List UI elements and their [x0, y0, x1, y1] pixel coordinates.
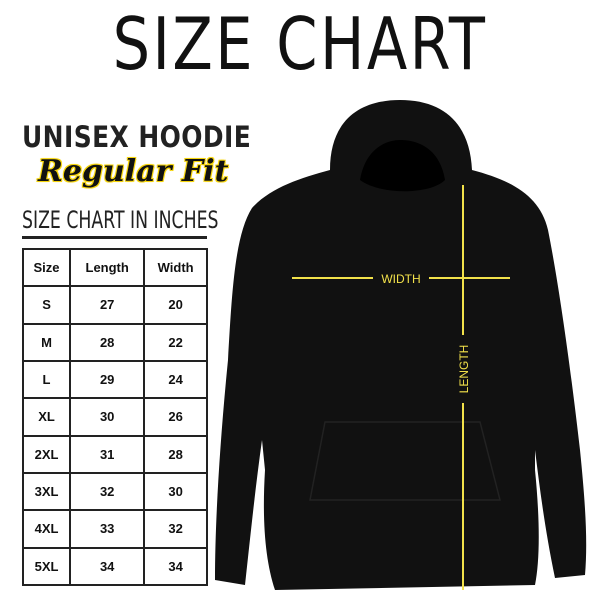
width-cell: 32	[143, 509, 208, 549]
width-cell: 34	[143, 546, 208, 587]
length-cell: 32	[69, 471, 146, 512]
table-row: 4XL 33 32	[21, 509, 208, 549]
width-cell: 24	[143, 359, 208, 400]
hoodie-hood-opening	[360, 140, 445, 192]
width-cell: 30	[143, 471, 208, 512]
size-cell: M	[21, 322, 72, 362]
width-label: WIDTH	[381, 272, 420, 286]
fit-label: Regular Fit	[38, 154, 229, 189]
length-cell: 28	[69, 322, 146, 362]
table-row: M 28 22	[21, 322, 208, 362]
table-row: S 27 20	[21, 285, 208, 325]
width-cell: 22	[143, 322, 208, 362]
table-header-row: Size Length Width	[21, 247, 208, 288]
product-name: UNISEX HOODIE	[22, 120, 252, 154]
size-cell: L	[21, 359, 72, 400]
caption-underline	[22, 236, 207, 239]
hoodie-pocket	[309, 421, 501, 501]
table-row: 3XL 32 30	[21, 471, 208, 512]
length-cell: 29	[69, 359, 146, 400]
size-cell: XL	[21, 397, 72, 437]
length-label: LENGTH	[457, 345, 471, 394]
width-cell: 26	[143, 397, 208, 437]
size-cell: S	[21, 285, 72, 325]
length-cell: 27	[69, 285, 146, 325]
size-cell: 4XL	[21, 509, 72, 549]
table-row: 2XL 31 28	[21, 434, 208, 474]
length-cell: 33	[69, 509, 146, 549]
length-cell: 31	[69, 434, 146, 474]
table-row: 5XL 34 34	[21, 546, 208, 587]
length-cell: 30	[69, 397, 146, 437]
table-row: XL 30 26	[21, 397, 208, 437]
size-cell: 3XL	[21, 471, 72, 512]
table-row: L 29 24	[21, 359, 208, 400]
width-cell: 20	[143, 285, 208, 325]
size-cell: 2XL	[21, 434, 72, 474]
header-cell: Size	[21, 247, 72, 288]
header-cell: Width	[143, 247, 208, 288]
width-cell: 28	[143, 434, 208, 474]
unit-caption: SIZE CHART IN INCHES	[22, 206, 219, 234]
hoodie-body	[215, 100, 587, 590]
size-cell: 5XL	[21, 546, 72, 587]
header-cell: Length	[69, 247, 146, 288]
length-cell: 34	[69, 546, 146, 587]
size-table: Size Length Width S 27 20 M 28 22 L 29 24 XL 30…	[21, 247, 208, 587]
page-title: SIZE CHART	[112, 2, 488, 86]
